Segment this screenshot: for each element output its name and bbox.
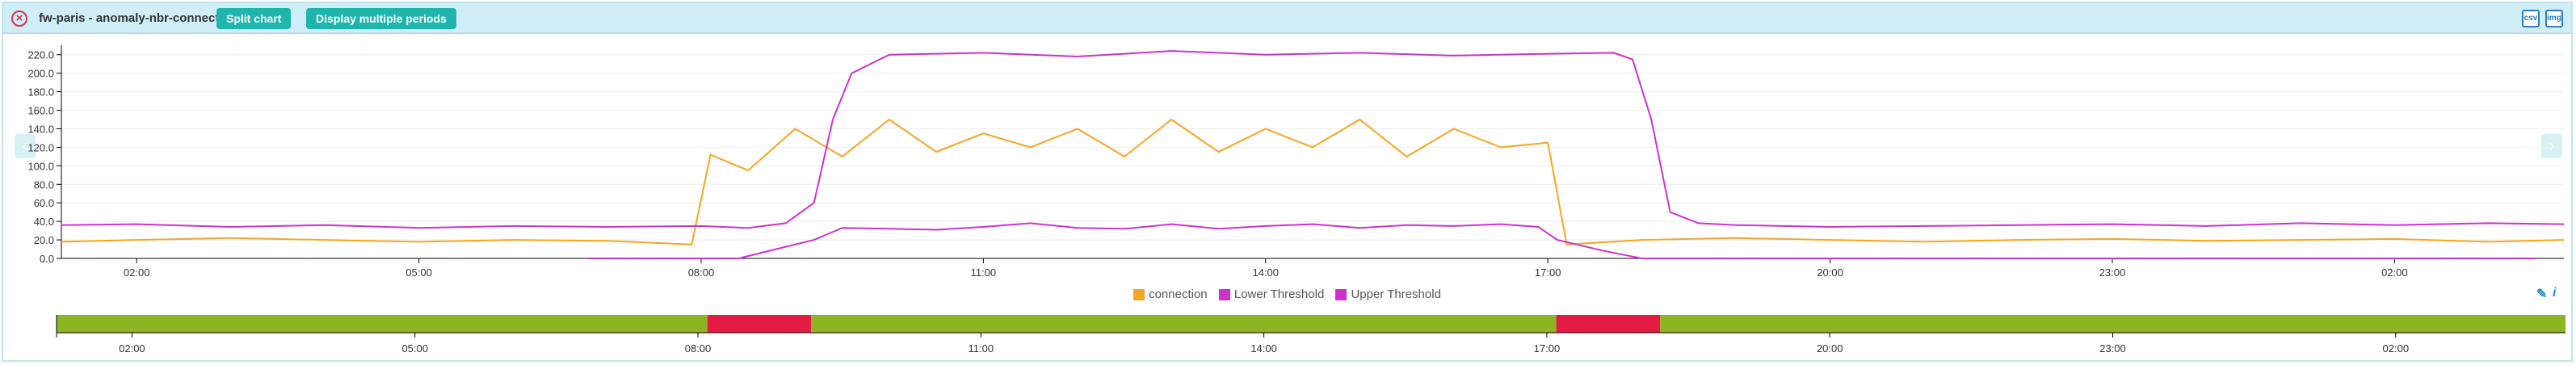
legend-swatch <box>1133 288 1145 300</box>
y-tick-label: 120.0 <box>27 141 54 153</box>
timeline-x-axis: 02:00 05:00 08:00 11:00 14:00 17:00 20:00 23:00… <box>56 315 2565 355</box>
timeline-tick-label: 02:00 <box>2383 342 2410 355</box>
legend-item-connection[interactable]: connection <box>1133 287 1208 301</box>
legend-label: connection <box>1149 287 1208 301</box>
y-tick-label: 140.0 <box>27 123 54 135</box>
timeline-tick-label: 08:00 <box>685 342 712 355</box>
y-tick-label: 160.0 <box>27 105 54 117</box>
chart-legend: connection Lower Threshold Upper Thresho… <box>3 287 2571 304</box>
close-icon[interactable]: × <box>11 10 27 27</box>
y-tick-label: 200.0 <box>27 68 54 80</box>
series-line-connection <box>61 118 2565 245</box>
timeline-tick-label: 20:00 <box>1817 342 1843 355</box>
legend-item-lower-threshold[interactable]: Lower Threshold <box>1218 287 1325 301</box>
y-tick-label: 0.0 <box>40 253 54 265</box>
export-image-icon[interactable]: img <box>2545 10 2563 27</box>
y-tick-label: 20.0 <box>34 234 54 246</box>
timeline-tick-label: 17:00 <box>1534 342 1561 355</box>
x-tick-label: 11:00 <box>971 266 997 279</box>
x-tick-label: 02:00 <box>124 266 150 279</box>
panel-title: fw-paris - anomaly-nbr-connect <box>39 11 220 25</box>
legend-item-upper-threshold[interactable]: Upper Threshold <box>1335 287 1441 301</box>
y-tick-label: 80.0 <box>34 178 54 191</box>
y-axis: 0.0 20.0 40.0 60.0 80.0 100.0 120.0 140.0 160.0 1… <box>27 45 62 265</box>
export-csv-icon[interactable]: csv <box>2522 10 2540 27</box>
display-multiple-periods-button[interactable]: Display multiple periods <box>306 8 456 29</box>
timeline-tick-label: 14:00 <box>1250 342 1277 355</box>
pen-icon[interactable]: ✎ <box>2536 287 2548 301</box>
split-chart-button[interactable]: Split chart <box>216 8 292 29</box>
chart-series <box>61 50 2565 259</box>
y-tick-label: 40.0 <box>34 216 54 228</box>
line-chart: 0.0 20.0 40.0 60.0 80.0 100.0 120.0 140.0 160.0 1… <box>27 45 2565 355</box>
timeline-segment-normal[interactable] <box>1660 315 2565 333</box>
x-tick-label: 17:00 <box>1535 266 1561 279</box>
x-tick-label: 02:00 <box>2381 266 2408 279</box>
timeline-tick-label: 23:00 <box>2099 342 2126 355</box>
x-tick-label: 23:00 <box>2099 266 2126 279</box>
previous-period-arrow-icon[interactable]: ‹ <box>15 134 36 158</box>
timeline-tick-label: 02:00 <box>119 342 145 355</box>
x-tick-label: 14:00 <box>1252 266 1279 279</box>
y-tick-label: 60.0 <box>34 197 54 209</box>
y-tick-label: 100.0 <box>27 160 54 172</box>
x-axis: 02:00 05:00 08:00 11:00 14:00 17:00 20:00 23:00… <box>61 258 2564 279</box>
legend-swatch <box>1335 288 1347 300</box>
timeline-segment-normal[interactable] <box>811 315 1557 333</box>
timeline-segment-anomaly[interactable] <box>707 315 812 333</box>
panel-header: × fw-paris - anomaly-nbr-connect Split c… <box>3 3 2571 34</box>
anomaly-timeline[interactable] <box>57 315 2565 333</box>
series-line-upper-threshold <box>61 50 2565 229</box>
legend-label: Lower Threshold <box>1233 287 1325 301</box>
timeline-segment-anomaly[interactable] <box>1556 315 1661 333</box>
y-tick-label: 220.0 <box>27 49 54 61</box>
timeline-tick-label: 11:00 <box>969 342 994 355</box>
x-tick-label: 20:00 <box>1817 266 1843 279</box>
y-tick-label: 180.0 <box>27 86 54 99</box>
legend-swatch <box>1218 288 1230 300</box>
next-period-arrow-icon[interactable]: › <box>2541 134 2562 158</box>
x-tick-label: 08:00 <box>688 266 715 279</box>
series-line-lower-threshold <box>588 222 2536 259</box>
info-icon[interactable]: i <box>2553 286 2557 300</box>
timeline-tick-label: 05:00 <box>401 342 428 355</box>
x-tick-label: 05:00 <box>406 266 432 279</box>
timeline-segment-normal[interactable] <box>57 315 708 333</box>
legend-label: Upper Threshold <box>1351 287 1441 301</box>
